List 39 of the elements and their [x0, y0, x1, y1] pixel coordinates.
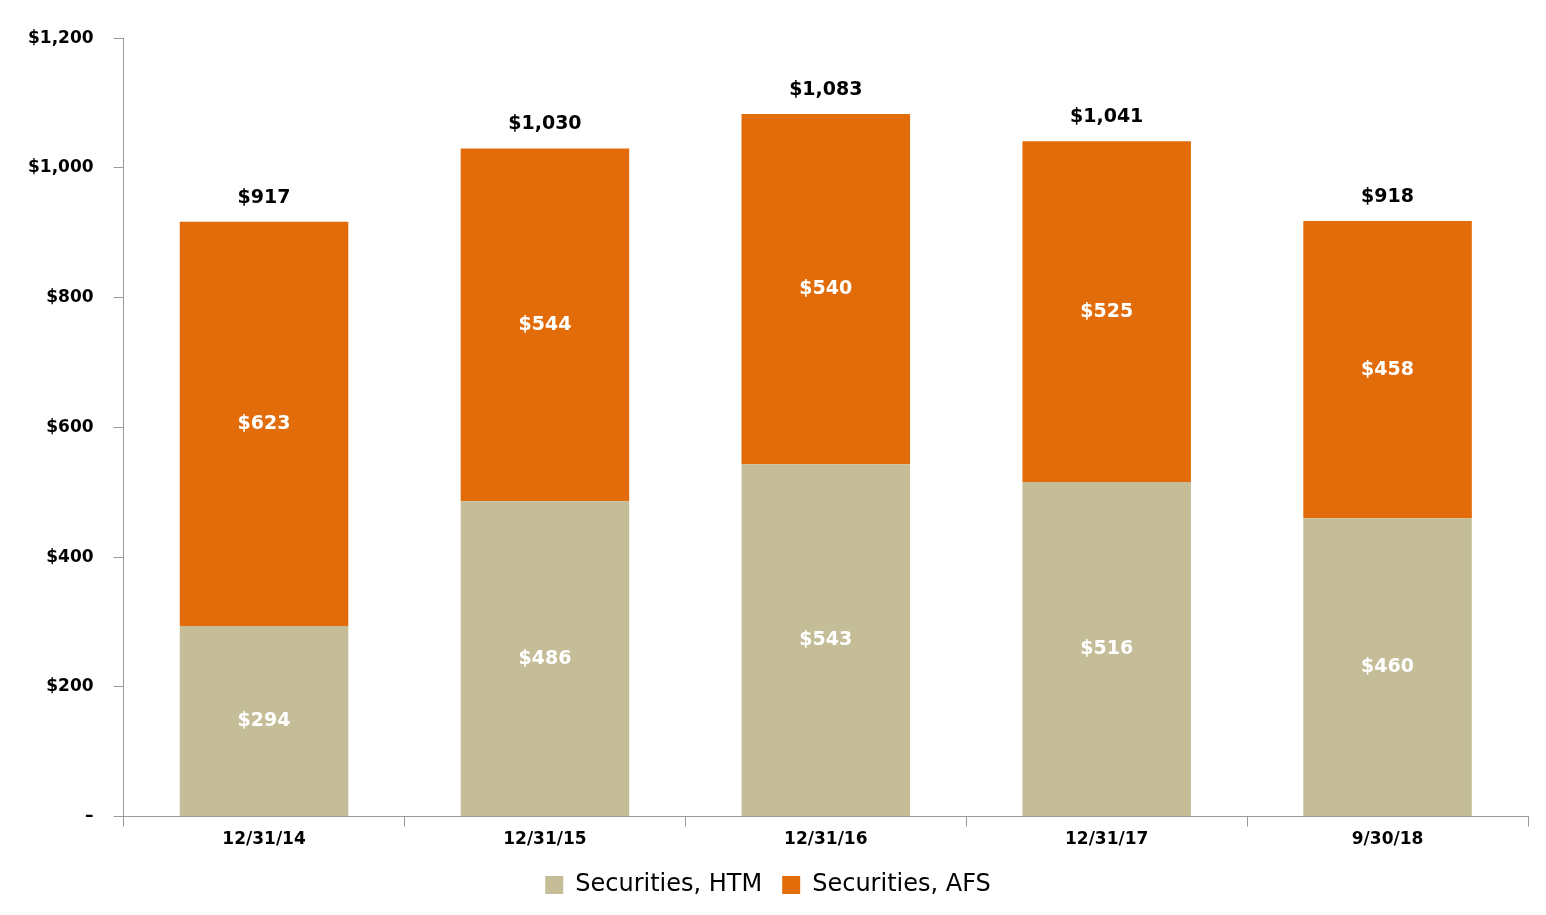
- bar: [1022, 141, 1191, 482]
- data-label: $460: [1361, 654, 1415, 677]
- total-label: $1,083: [789, 77, 863, 100]
- y-tick-label: $1,200: [27, 26, 94, 47]
- legend-label: Securities, AFS: [812, 869, 991, 898]
- x-tick-label: 12/31/14: [222, 828, 306, 849]
- data-label: $525: [1080, 298, 1134, 321]
- total-label: $917: [237, 184, 291, 207]
- data-label: $516: [1080, 635, 1134, 658]
- total-label: $1,030: [508, 111, 582, 134]
- bar: [1022, 481, 1191, 817]
- x-tick-label: 12/31/17: [1064, 828, 1149, 849]
- bar: [1303, 221, 1472, 519]
- data-label: $458: [1361, 356, 1415, 379]
- y-tick-label: $600: [46, 415, 94, 436]
- data-label: $544: [518, 311, 572, 334]
- bar: [1303, 518, 1472, 817]
- legend-label: Securities, HTM: [575, 869, 763, 898]
- x-tick-label: 9/30/18: [1351, 828, 1424, 849]
- data-label: $486: [518, 645, 572, 668]
- y-tick-label: $800: [46, 286, 94, 307]
- data-label: $623: [237, 410, 291, 433]
- total-label: $1,041: [1070, 104, 1144, 127]
- bar: [741, 464, 911, 817]
- x-tick-label: 12/31/15: [503, 828, 587, 849]
- bar: [741, 114, 911, 465]
- y-tick-label: $400: [46, 545, 94, 566]
- bar: [460, 501, 630, 817]
- bar: [460, 148, 630, 502]
- data-label: $294: [237, 707, 291, 730]
- y-tick-label: $1,000: [27, 156, 94, 177]
- data-label: $540: [799, 276, 853, 299]
- bar: [179, 221, 349, 626]
- total-label: $918: [1361, 184, 1415, 207]
- bar: [179, 625, 349, 817]
- y-tick-label: $200: [46, 675, 94, 696]
- x-tick-label: 12/31/16: [784, 828, 868, 849]
- y-tick-label: –: [85, 805, 94, 826]
- data-label: $543: [799, 627, 853, 650]
